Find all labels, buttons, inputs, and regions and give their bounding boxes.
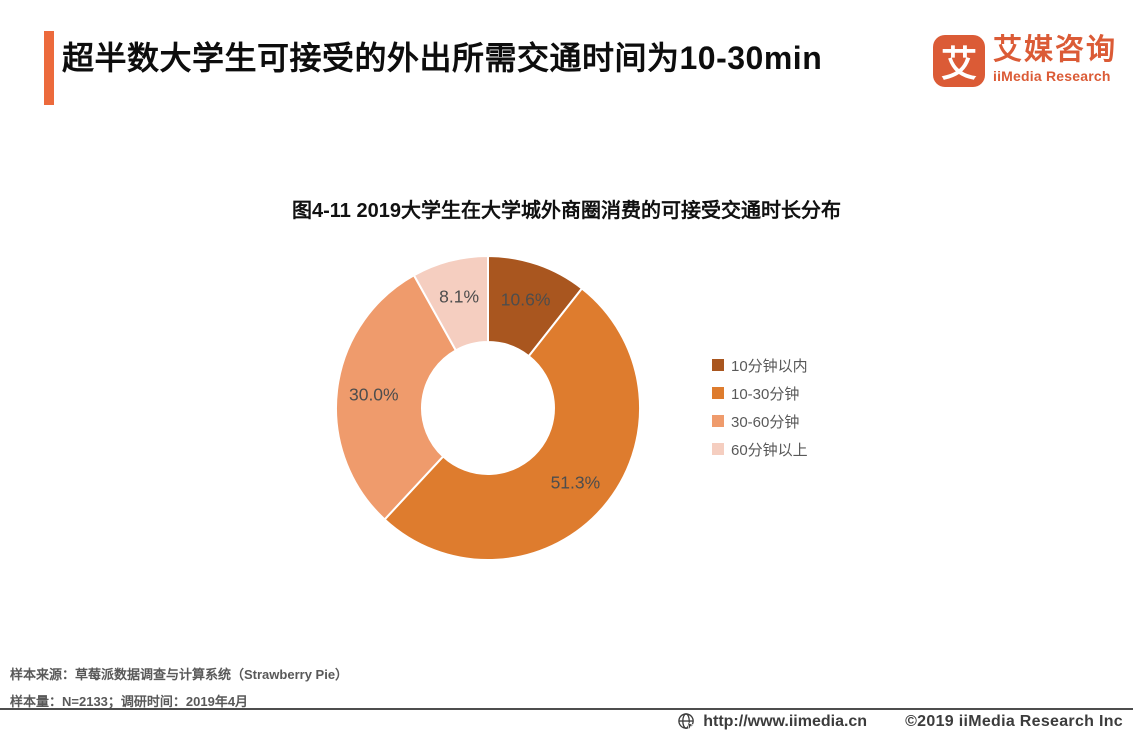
donut-slice-4[interactable] xyxy=(412,254,489,352)
bottom-bar: http://www.iimedia.cn ©2019 iiMedia Rese… xyxy=(677,712,1123,731)
copyright-text: ©2019 iiMedia Research Inc xyxy=(905,712,1123,730)
bottom-divider xyxy=(0,708,1133,710)
legend-item[interactable]: 10分钟以内 xyxy=(712,356,808,375)
website-link[interactable]: http://www.iimedia.cn xyxy=(677,712,867,731)
donut-slice-3[interactable] xyxy=(335,273,458,521)
legend-label: 60分钟以上 xyxy=(731,441,808,459)
sample-source-note: 样本来源：草莓派数据调查与计算系统（Strawberry Pie） xyxy=(10,667,349,682)
page-title: 超半数大学生可接受的外出所需交通时间为10-30min xyxy=(62,40,823,76)
iimedia-logo-icon: 艾 xyxy=(933,35,985,87)
globe-icon xyxy=(678,713,696,731)
website-url: http://www.iimedia.cn xyxy=(703,712,868,730)
slice-percentage-label: 51.3% xyxy=(551,473,601,493)
legend-item[interactable]: 10-30分钟 xyxy=(712,384,808,403)
logo-brand-cn: 艾媒咨询 xyxy=(993,34,1118,66)
iimedia-logo: 艾 艾媒咨询 iiMedia Research xyxy=(933,34,1118,87)
legend-label: 30-60分钟 xyxy=(731,413,800,431)
logo-brand-en: iiMedia Research xyxy=(993,67,1111,84)
legend-swatch-icon xyxy=(712,415,724,427)
donut-slice-2[interactable] xyxy=(383,287,641,562)
legend-swatch-icon xyxy=(712,359,724,371)
chart-title: 图4-11 2019大学生在大学城外商圈消费的可接受交通时长分布 xyxy=(292,200,841,222)
legend-swatch-icon xyxy=(712,387,724,399)
sample-size-note: 样本量：N=2133；调研时间：2019年4月 xyxy=(10,694,249,709)
iimedia-logo-text: 艾媒咨询 iiMedia Research xyxy=(993,34,1118,84)
legend-label: 10分钟以内 xyxy=(731,357,808,375)
donut-chart-area: 10.6% 51.3% 30.0% 8.1% xyxy=(333,253,643,563)
legend-item[interactable]: 30-60分钟 xyxy=(712,412,808,431)
slice-percentage-label: 8.1% xyxy=(439,287,479,307)
donut-chart: 10.6% 51.3% 30.0% 8.1% xyxy=(335,254,641,562)
title-accent-bar xyxy=(44,31,54,105)
legend-label: 10-30分钟 xyxy=(731,385,800,403)
legend-item[interactable]: 60分钟以上 xyxy=(712,440,808,459)
legend-swatch-icon xyxy=(712,443,724,455)
slice-percentage-label: 10.6% xyxy=(501,289,551,309)
chart-legend: 10分钟以内 10-30分钟 30-60分钟 60分钟以上 xyxy=(712,356,808,459)
slice-percentage-label: 30.0% xyxy=(349,384,399,404)
